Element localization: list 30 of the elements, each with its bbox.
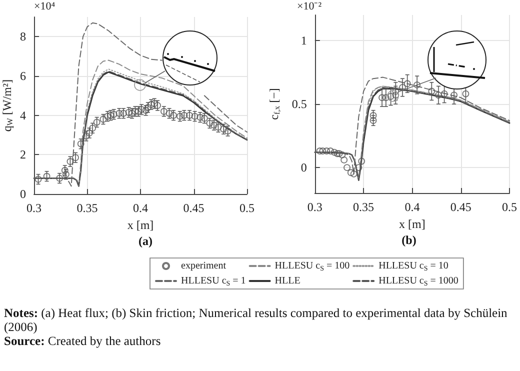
y-tick-label: 4 [20, 108, 26, 122]
legend-label: HLLE [274, 276, 300, 286]
source-note: Source: Created by the authors [4, 334, 162, 348]
x-tick-label: 0.3 [307, 200, 322, 214]
legend-label: experiment [181, 260, 226, 272]
text: (a) [138, 234, 152, 248]
y-tick-label: 2 [20, 148, 26, 162]
x-tick-label: 0.3 [26, 201, 42, 215]
x-tick-label: 0.45 [183, 201, 204, 215]
y-axis-title: cf,x [−] [267, 88, 282, 120]
y-tick-label: 0 [300, 160, 307, 175]
x-tick-label: 0.4 [133, 201, 148, 215]
x-tick-label: 0.35 [76, 201, 98, 215]
y-tick-label: 6 [20, 69, 26, 83]
text: ×10⁻² [297, 0, 322, 12]
x-tick-label: 0.5 [240, 201, 254, 215]
x-tick-label: 0.35 [353, 200, 374, 214]
x-tick-label: 0.4 [404, 200, 420, 214]
y-axis-title: qW [W/m²] [0, 79, 14, 132]
text: (b) [402, 233, 416, 247]
x-axis-title: x [m] [127, 218, 154, 232]
text: ×10⁴ [34, 0, 56, 12]
x-tick-label: 0.45 [450, 200, 472, 214]
y-tick-label: 1 [300, 33, 307, 48]
y-tick-label: 8 [20, 30, 26, 44]
text: Notes: (a) Heat flux; (b) Skin friction; Numerical results compared to experimental data by Schülein (2006) [4, 306, 508, 334]
x-axis-title: x [m] [399, 216, 426, 231]
x-tick-label: 0.5 [502, 200, 517, 214]
y-tick-label: 0.5 [292, 97, 307, 111]
y-tick-label: 0 [20, 187, 26, 201]
